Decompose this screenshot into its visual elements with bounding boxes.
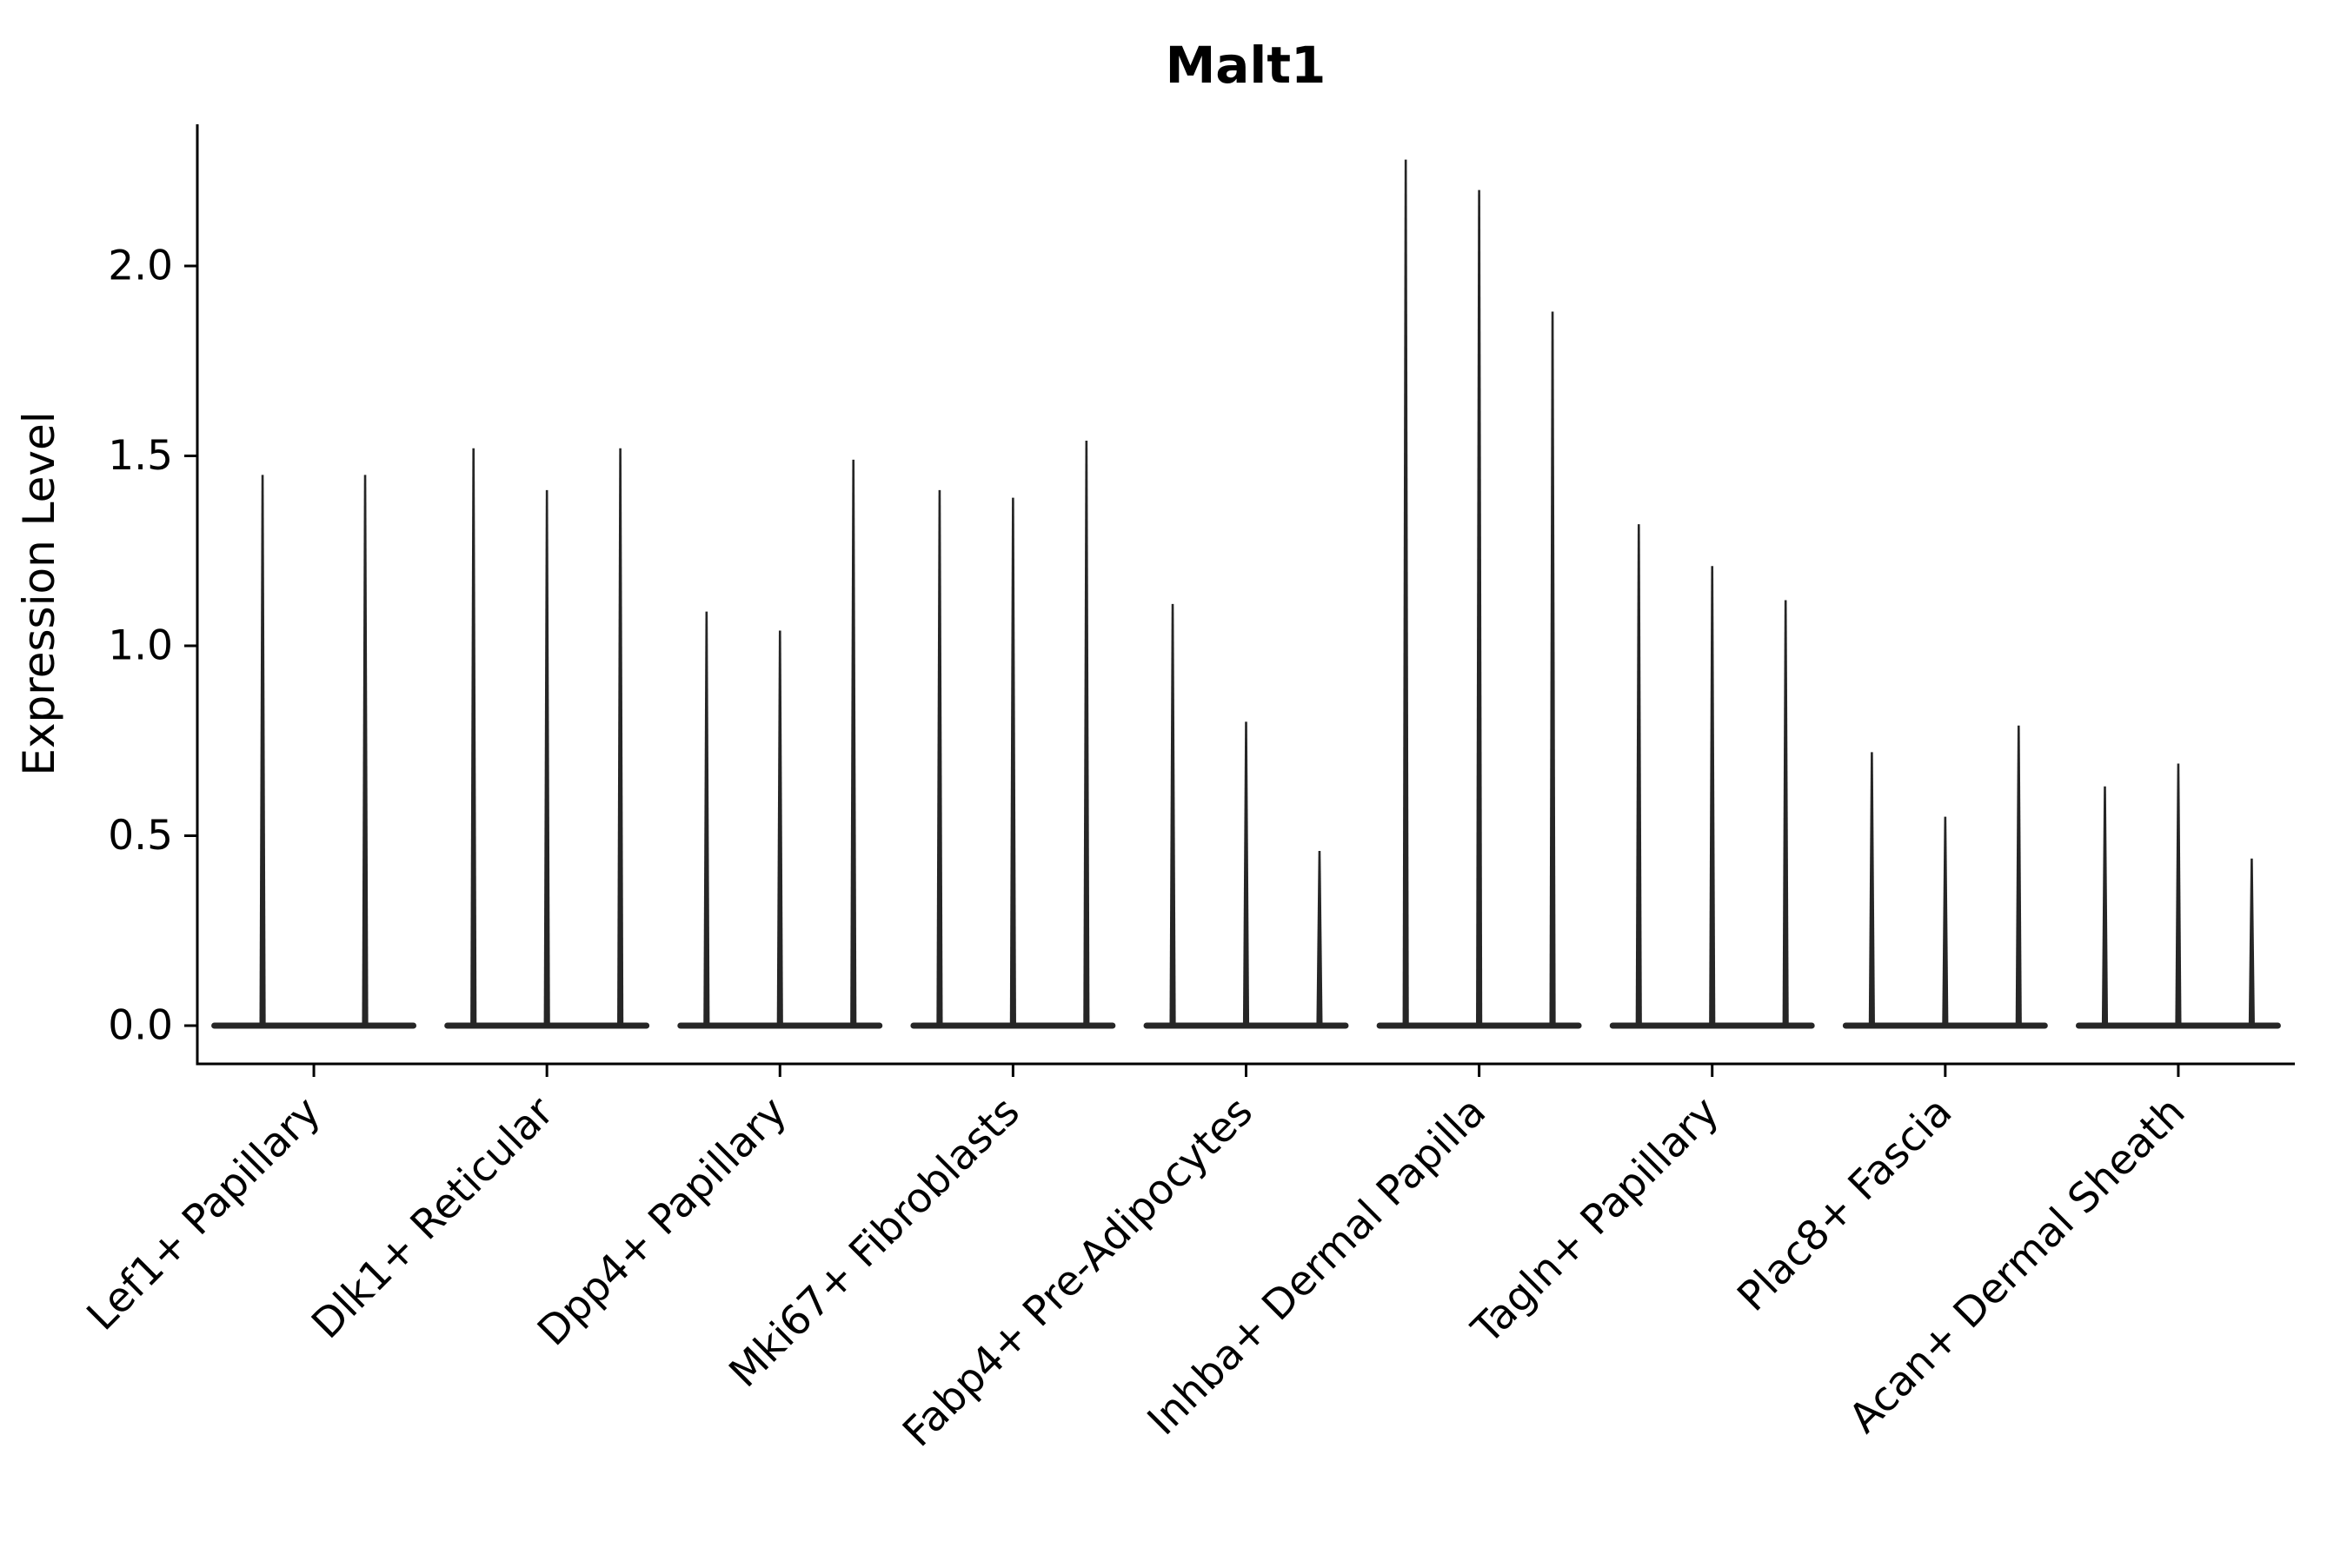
violin-spike [1476,189,1483,1029]
violin-spike [470,448,477,1028]
violin-spike [1549,311,1556,1028]
violin-spike [617,448,624,1028]
axis-spines [196,124,2295,1066]
violin-spike [2175,763,2182,1028]
violin-spike [1709,566,1716,1028]
y-tick-label: 2.0 [108,243,173,290]
violin-spike [1635,524,1642,1028]
x-tick-label: Lef1+ Papillary [78,1088,330,1340]
y-axis: 0.0 0.5 1.0 1.5 2.0 [108,243,197,1050]
y-tick-label: 0.0 [108,1002,173,1050]
violin-spike [1009,497,1016,1028]
violin-spike [776,630,783,1028]
violin-spike [2015,725,2022,1028]
violin-spike [1402,159,1409,1028]
x-tick-label: Plac8+ Fascia [1728,1088,1961,1321]
y-tick-label: 0.5 [108,812,173,860]
violin-spike [2248,858,2255,1028]
y-axis-label: Expression Level [14,411,64,775]
violin-spike [1316,850,1323,1028]
y-tick-label: 1.5 [108,432,173,480]
violin-spike [1868,752,1875,1028]
violin-spike [850,459,857,1028]
violin-spike [2101,786,2109,1028]
x-tick-label: Tagln+ Papillary [1462,1088,1728,1354]
y-tick-label: 1.0 [108,622,173,670]
violin-spike [1169,603,1176,1028]
x-tick-label: Dlk1+ Reticular [303,1087,563,1348]
violin-base [211,1022,417,1029]
x-tick-label: Dpp4+ Papillary [529,1088,796,1356]
violin-spike [543,489,550,1028]
violin-spike [703,611,710,1028]
violin-spike [362,475,369,1028]
violin-spike [936,489,943,1028]
violins-layer [211,159,2281,1029]
axes [196,124,2295,1066]
violin-spike [1942,816,1949,1028]
violin-spike [259,475,266,1028]
chart-title: Malt1 [1166,36,1326,95]
violin-spike [1242,721,1250,1028]
violin-spike [1782,600,1789,1028]
violin-spike [1083,441,1090,1028]
